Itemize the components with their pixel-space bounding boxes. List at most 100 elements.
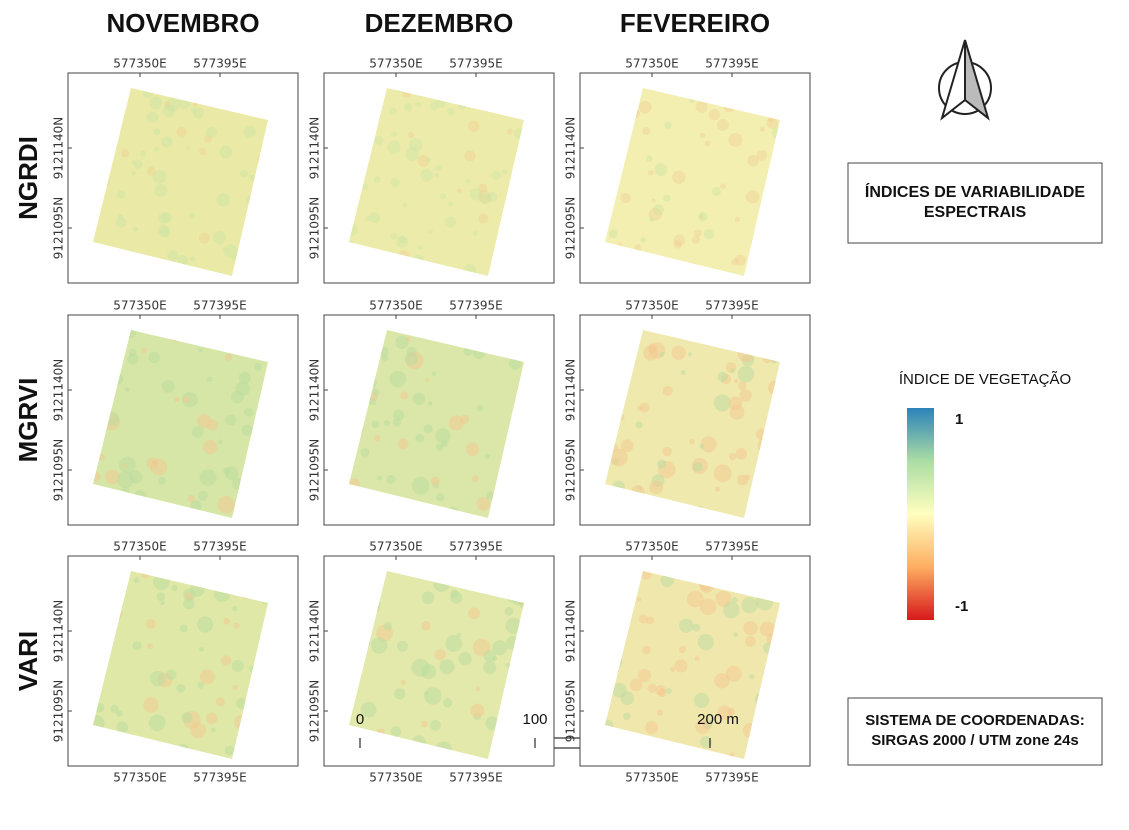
raster-spot [147,111,159,123]
raster-spot [747,155,759,167]
raster-spot [466,179,471,184]
x-coord-label: 577350E [625,771,678,785]
raster-spot [413,393,426,406]
raster-spot [654,163,667,176]
raster-spot [221,655,231,665]
raster-spot [649,480,663,494]
raster-spot [412,477,430,495]
y-coord-label: 9121140N [52,359,66,421]
raster-spot [439,659,454,674]
raster-spot [699,444,704,449]
raster-spot [705,141,711,147]
raster-spot [389,371,406,388]
raster-spot [441,441,448,448]
raster-spot [176,127,186,137]
map-layout: ÍNDICES DE VARIABILIDADE ESPECTRAIS ÍNDI… [0,0,1129,830]
raster-spot [421,621,430,630]
raster-spot [365,216,371,222]
raster-spot [369,212,380,223]
raster-spot [718,372,728,382]
raster-spot [492,640,507,655]
raster-spot [154,184,167,197]
raster-spot [402,203,407,208]
raster-spot [232,660,244,672]
raster-spot [164,101,170,107]
raster-spot [254,363,262,371]
y-coord-label: 9121095N [52,439,66,501]
raster-spot [199,647,204,652]
raster-spot [745,636,756,647]
title-line: ÍNDICES DE VARIABILIDADE [865,182,1085,201]
raster-spot [374,435,381,442]
raster-spot [470,188,482,200]
raster-spot [199,148,206,155]
raster-spot [400,391,408,399]
raster-spot [396,236,408,248]
raster-spot [171,585,177,591]
column-title: FEVEREIRO [620,8,770,38]
scale-label: 200 m [697,711,739,728]
color-ramp [907,408,934,620]
raster-spot [240,169,248,177]
raster-spot [394,688,405,699]
y-coord-label: 9121140N [564,359,578,421]
raster-spot [199,233,210,244]
raster-spot [386,475,395,484]
raster-spot [679,646,686,653]
raster-spot [714,673,729,688]
y-coord-label: 9121095N [308,197,322,259]
raster-spot [118,214,124,220]
crs-line: SISTEMA DE COORDENADAS: [865,712,1084,729]
raster-spot [662,447,672,457]
y-coord-label: 9121095N [52,680,66,742]
raster-spot [620,193,630,203]
x-coord-label: 577395E [193,540,246,554]
raster-spot [458,652,471,665]
raster-spot [638,669,651,682]
x-coord-label: 577395E [193,771,246,785]
legend-max: 1 [955,411,963,428]
y-coord-label: 9121140N [308,359,322,421]
raster-spot [746,190,759,203]
raster-spot [737,366,754,383]
raster-spot [131,160,135,164]
raster-spot [647,343,657,353]
raster-spot [426,157,431,162]
x-coord-label: 577395E [193,299,246,313]
x-coord-label: 577395E [449,57,502,71]
raster-spot [183,396,190,403]
raster-spot [663,386,673,396]
raster-spot [391,726,402,737]
raster-spot [694,693,709,708]
raster-spot [729,133,743,147]
raster-spot [125,387,130,392]
raster-spot [472,475,479,482]
x-coord-label: 577395E [449,299,502,313]
raster-spot [372,389,379,396]
raster-spot [408,132,414,138]
x-coord-label: 577395E [705,540,758,554]
raster-spot [635,421,642,428]
raster-spot [174,397,179,402]
raster-spot [450,589,458,597]
x-coord-label: 577350E [625,299,678,313]
raster-spot [424,687,441,704]
raster-spot [649,217,654,222]
raster-spot [154,146,160,152]
raster-spot [749,674,754,679]
raster-spot [735,217,740,222]
raster-spot [692,624,700,632]
raster-spot [435,165,441,171]
raster-spot [657,459,666,468]
map-panel: 577350E577395E9121140N9121095N [52,299,299,526]
raster-spot [641,237,646,242]
raster-spot [158,213,169,224]
y-coord-label: 9121095N [52,197,66,259]
raster-spot [397,641,408,652]
raster-spot [715,487,720,492]
raster-spot [420,169,433,182]
raster-spot [679,618,693,632]
raster-spot [207,376,213,382]
x-coord-label: 577350E [369,299,422,313]
raster-spot [700,599,716,615]
